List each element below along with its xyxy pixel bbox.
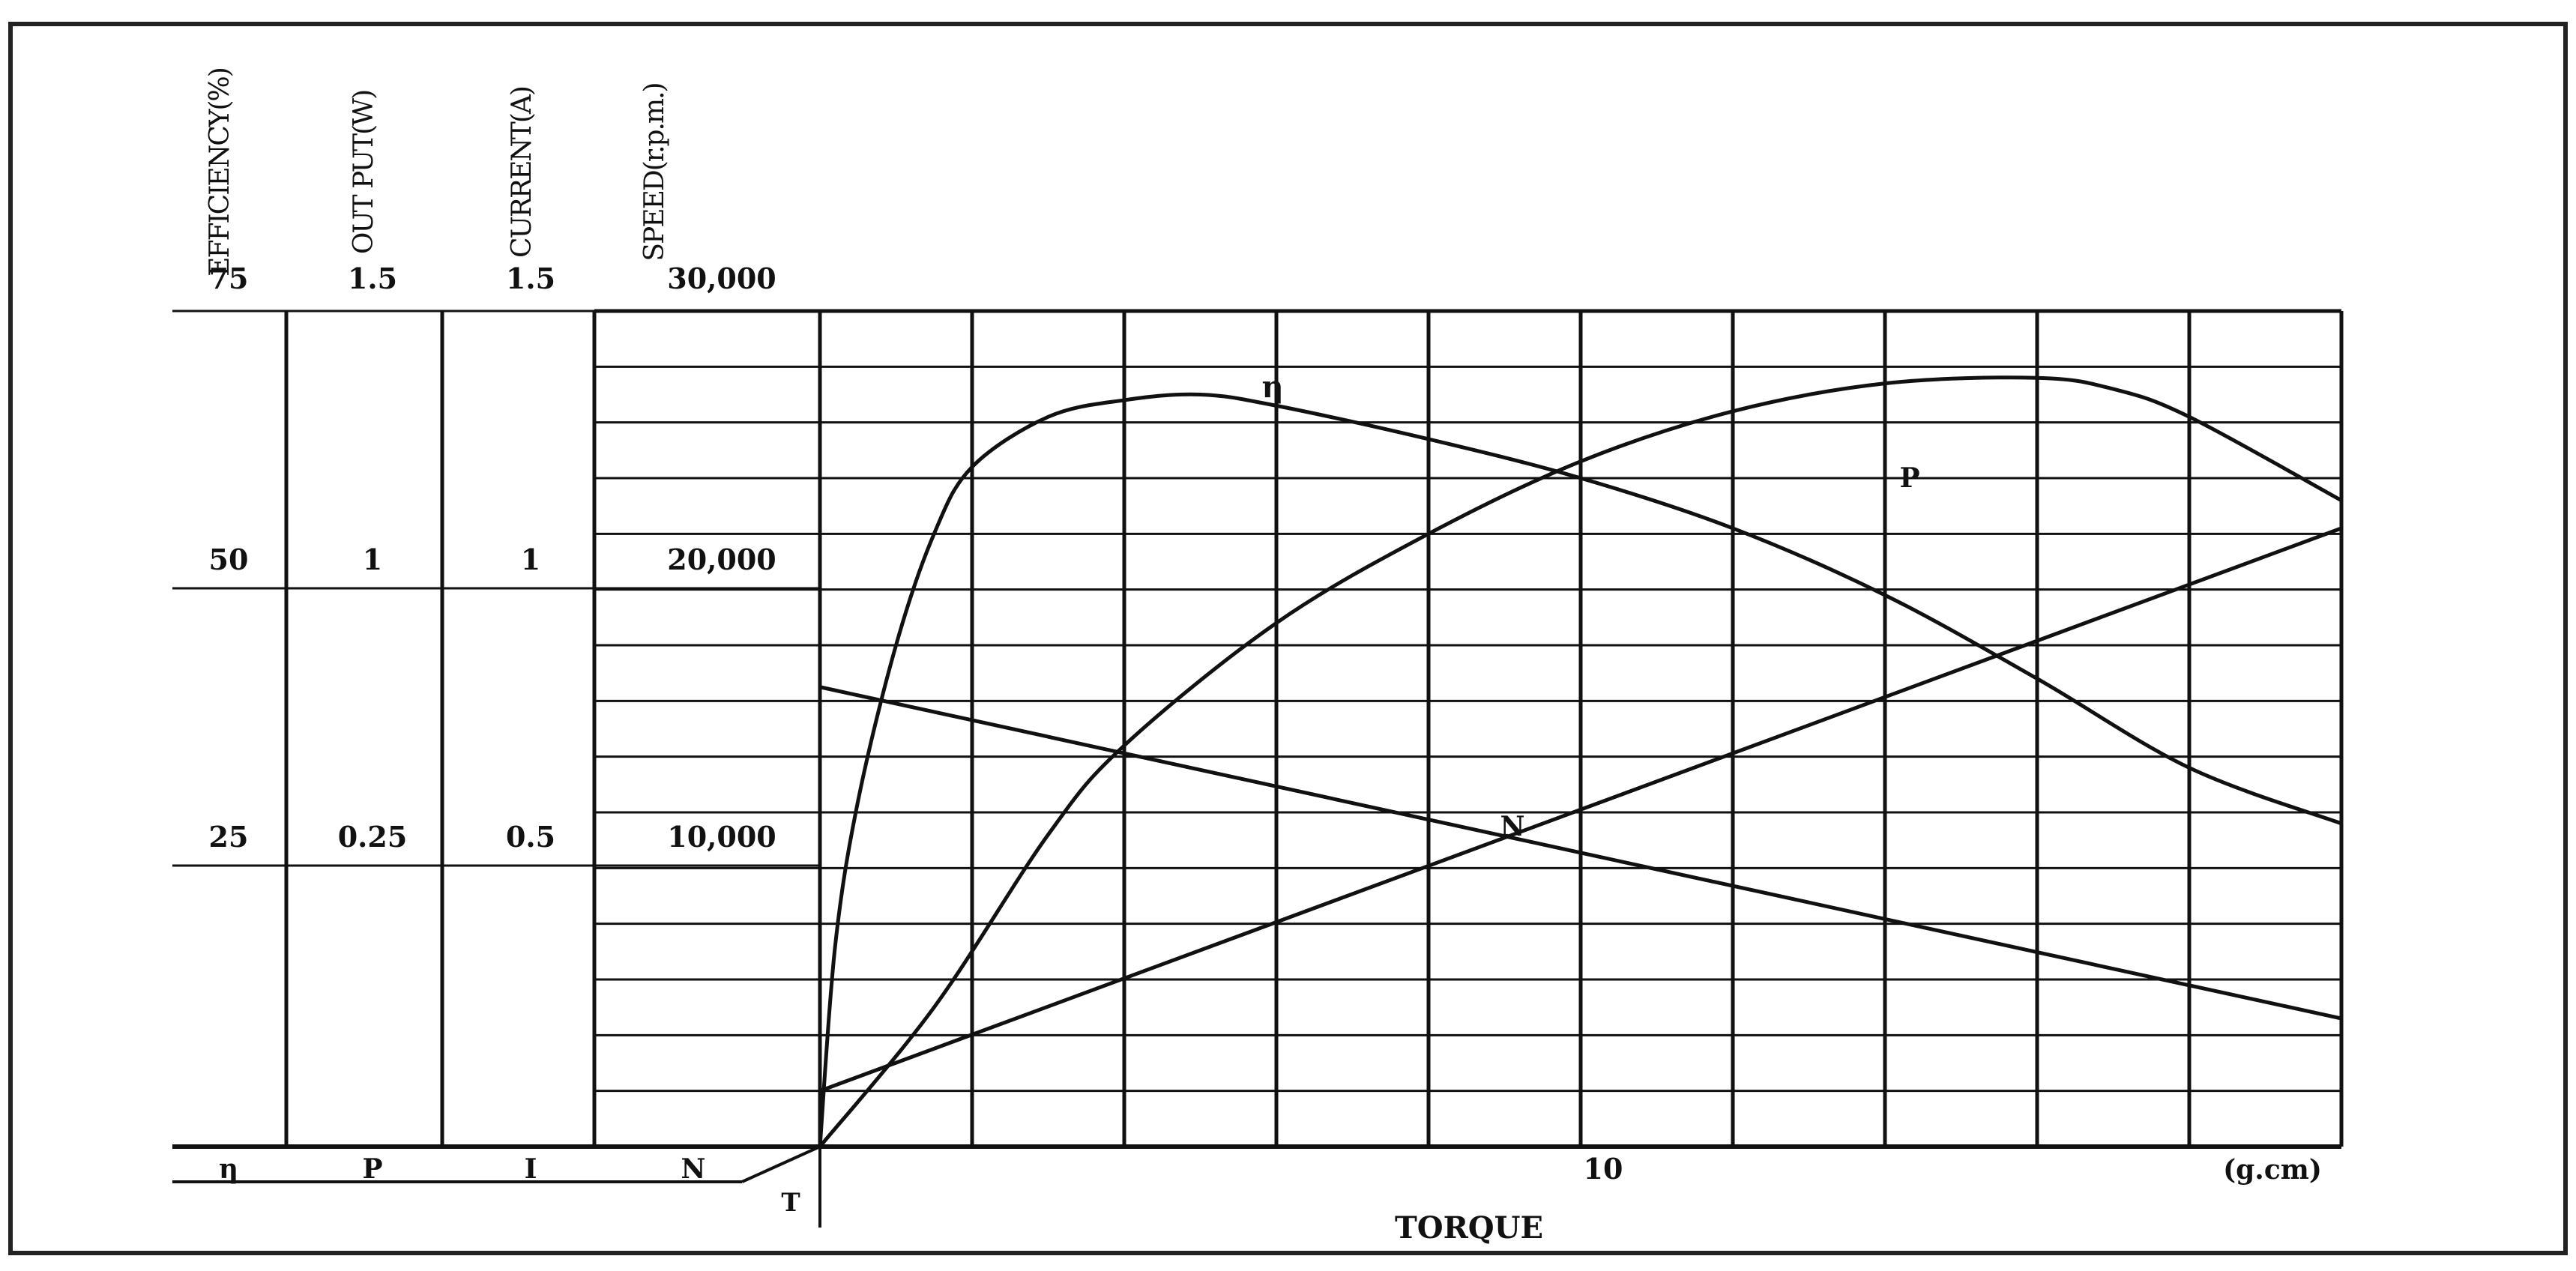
axis-symbol-label: η [219, 1153, 238, 1185]
series-line-efficiency [818, 392, 2342, 1147]
axis-tick-label: 1 [363, 543, 382, 576]
axis-symbol-label: I [525, 1153, 537, 1185]
axis-tick-label: 0.25 [338, 820, 408, 854]
axis-name-label: EFFICIENCY(%) [205, 68, 235, 277]
axis-tick-label: 30,000 [667, 262, 776, 295]
axis-tick-label: 50 [209, 543, 249, 576]
axis-name-label: CURRENT(A) [507, 87, 537, 258]
chart-curves [818, 375, 2343, 1148]
series-line-speed [819, 685, 2342, 1021]
axis-symbol-label: P [362, 1153, 382, 1185]
x-origin-label: T [781, 1188, 800, 1218]
axis-symbol-label: N [681, 1153, 706, 1185]
chart-grid [592, 309, 2344, 1148]
axis-tick-label: 0.5 [506, 820, 555, 854]
axis-tick-label: 10,000 [667, 820, 776, 854]
axis-tick-label: 20,000 [667, 543, 776, 576]
x-tick-label: 10 [1584, 1152, 1623, 1186]
x-unit-label: (g.cm) [2223, 1154, 2322, 1186]
series-label-speed: N [1500, 811, 1525, 842]
chart-labels: EFFICIENCY(%)75 50 25 η OUT PUT(W) 1.5 1 0.25 P C… [205, 68, 2322, 1246]
axis-tick-label: 1.5 [348, 262, 397, 295]
axis-name-label: SPEED(r.p.m.) [639, 83, 670, 261]
page-frame [8, 22, 2568, 1255]
series-label-output: P [1899, 462, 1919, 494]
series-line-current [819, 526, 2342, 1093]
axis-tick-label: 1.5 [506, 262, 555, 295]
x-axis-title: TORQUE [1395, 1210, 1543, 1246]
axis-tick-label: 75 [209, 262, 249, 295]
axis-tick-label: 25 [209, 820, 249, 854]
origin-diagonal [741, 1145, 821, 1183]
series-line-output [818, 375, 2343, 1148]
series-label-efficiency: η [1261, 369, 1283, 405]
axis-name-label: OUT PUT(W) [349, 91, 379, 254]
axis-tick-label: 1 [521, 543, 540, 576]
